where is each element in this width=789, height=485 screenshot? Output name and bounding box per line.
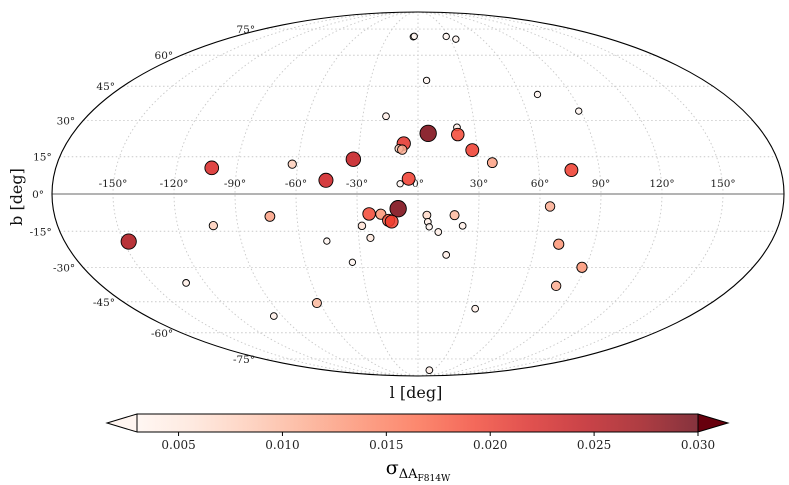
latitude-tick-label: -75° — [233, 354, 255, 366]
longitude-tick-label: -150° — [99, 178, 128, 190]
x-axis-label: l [deg] — [390, 383, 443, 402]
meridian-line — [417, 12, 602, 376]
data-point — [564, 163, 579, 178]
data-point — [208, 220, 218, 231]
data-point — [550, 280, 562, 292]
data-points — [120, 32, 588, 375]
latitude-tick-label: -30° — [53, 263, 75, 275]
colorbar-extend-low — [105, 413, 138, 433]
colorbar-label-main: σ — [386, 457, 399, 479]
colorbar-tick-label: 0.015 — [369, 438, 403, 452]
colorbar-label: σΔAF814W — [386, 457, 451, 484]
colorbar-extend-high — [697, 413, 730, 433]
longitude-tick-label: 60° — [531, 178, 550, 190]
colorbar-ticks: 0.005 0.010 0.015 0.020 0.025 0.030 — [161, 432, 715, 452]
data-point — [449, 210, 460, 221]
latitude-tick-label: 30° — [57, 115, 76, 127]
data-point — [451, 127, 465, 142]
longitude-tick-label: 120° — [649, 178, 674, 190]
colorbar-tick-label: 0.020 — [473, 438, 507, 452]
data-point — [575, 107, 583, 115]
colorbar-label-subsub: F814W — [418, 474, 451, 484]
data-point — [434, 228, 443, 236]
data-point — [366, 233, 375, 242]
longitude-tick-label: 30° — [470, 178, 489, 190]
longitude-tick-labels: -150° -120° -90° -60° -30° 0° 30° 60° 90° 120° 150… — [99, 178, 736, 190]
longitude-tick-label: -30° — [346, 178, 368, 190]
data-point — [544, 201, 556, 212]
data-point — [396, 180, 404, 188]
data-point — [323, 237, 331, 245]
longitude-tick-label: 150° — [710, 178, 735, 190]
longitude-tick-label: -90° — [224, 178, 246, 190]
data-point — [362, 207, 376, 221]
data-point — [465, 143, 480, 158]
colorbar-body — [137, 414, 698, 432]
longitude-tick-label: 0° — [412, 178, 424, 190]
data-point — [486, 157, 498, 169]
colorbar-label-sub: ΔA — [399, 467, 418, 482]
colorbar: 0.005 0.010 0.015 0.020 0.025 0.030 σΔAF814W — [105, 413, 730, 484]
data-point — [182, 279, 190, 287]
latitude-tick-label: -15° — [30, 226, 52, 238]
data-point — [452, 35, 460, 43]
data-point — [397, 144, 408, 155]
data-point — [425, 366, 434, 375]
data-point — [269, 312, 278, 320]
data-point — [345, 151, 362, 167]
colorbar-tick-label: 0.025 — [577, 438, 611, 452]
latitude-tick-label: 60° — [155, 50, 174, 62]
data-point — [422, 210, 432, 220]
data-point — [204, 160, 220, 176]
data-point — [384, 214, 399, 229]
data-point — [533, 90, 542, 99]
colorbar-tick-label: 0.030 — [681, 438, 715, 452]
meridian-line — [234, 12, 419, 376]
data-point — [389, 200, 407, 218]
data-point — [382, 112, 390, 121]
data-point — [401, 171, 416, 186]
longitude-tick-label: -120° — [160, 178, 189, 190]
data-point — [422, 76, 431, 85]
data-point — [311, 298, 322, 309]
longitude-tick-label: -60° — [285, 178, 307, 190]
latitude-tick-labels: 75° 60° 45° 30° 15° 0° -15° -30° -45° -60° -75° — [30, 24, 256, 366]
colorbar-tick-label: 0.010 — [265, 438, 299, 452]
data-point — [442, 32, 450, 41]
colorbar-tick-label: 0.005 — [161, 438, 195, 452]
data-point — [553, 238, 565, 250]
data-point — [348, 258, 357, 266]
map-boundary — [51, 11, 785, 377]
latitude-tick-label: -45° — [93, 297, 115, 309]
data-point — [442, 251, 451, 259]
data-point — [287, 159, 297, 169]
data-point — [471, 304, 479, 313]
latitude-tick-label: 75° — [236, 24, 255, 36]
data-point — [425, 223, 433, 231]
data-point — [357, 221, 367, 231]
colorbar-outline — [136, 413, 699, 433]
y-axis-label: b [deg] — [7, 168, 26, 226]
data-point — [120, 233, 137, 250]
data-point — [318, 172, 334, 188]
data-point — [419, 124, 437, 143]
latitude-tick-label: 15° — [33, 152, 52, 164]
data-point — [264, 211, 276, 222]
data-point — [410, 32, 418, 40]
longitude-tick-label: 90° — [592, 178, 611, 190]
latitude-tick-label: -60° — [151, 328, 173, 340]
data-point — [576, 261, 588, 273]
latitude-tick-label: 45° — [96, 81, 115, 93]
latitude-tick-label: 0° — [32, 189, 44, 201]
data-point — [458, 221, 467, 230]
